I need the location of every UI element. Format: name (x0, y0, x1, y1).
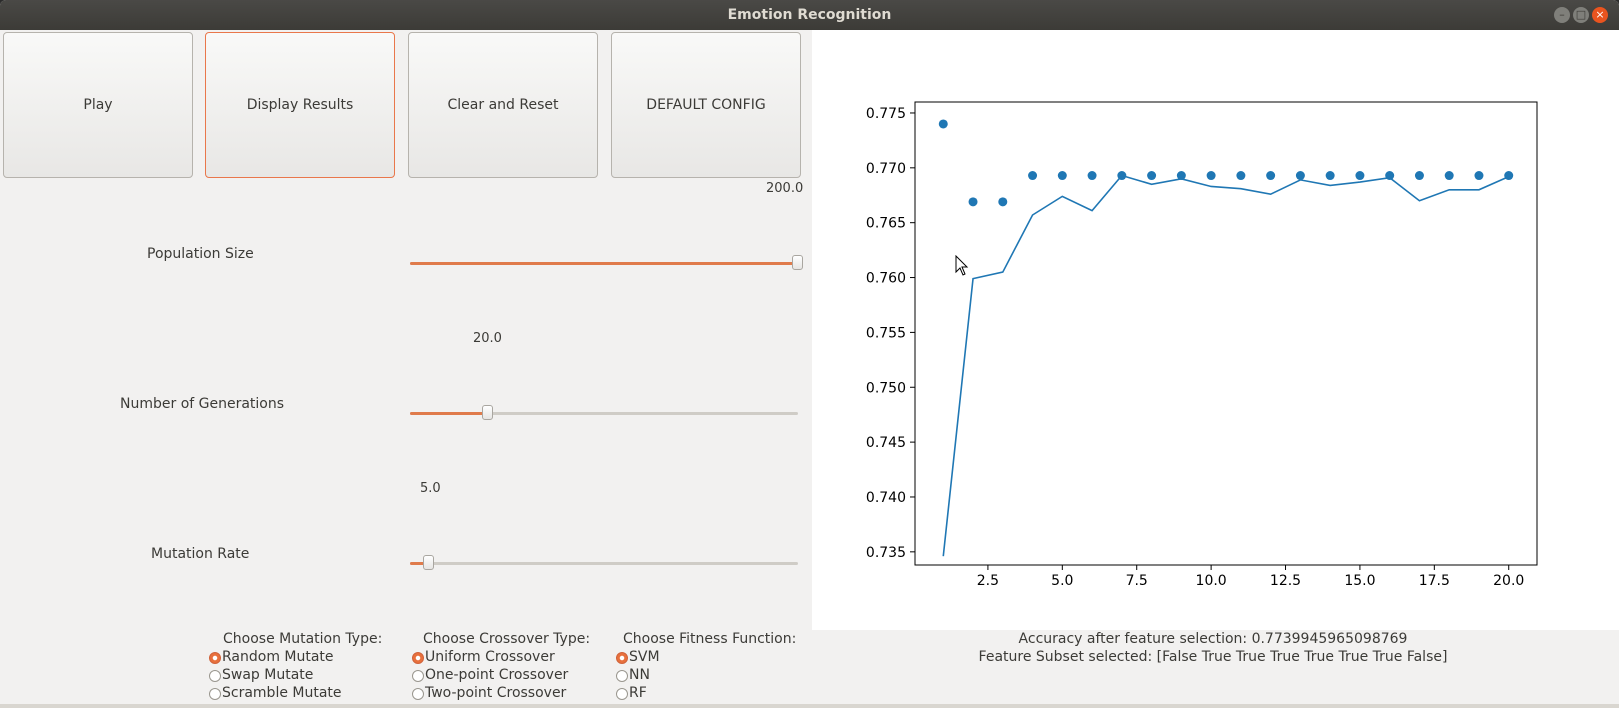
radio-label: NN (629, 667, 650, 683)
mutation-type-title: Choose Mutation Type: (223, 631, 383, 647)
best-accuracy-point (1176, 171, 1186, 181)
slider-handle[interactable] (423, 555, 435, 570)
slider-fill (410, 412, 488, 415)
minimize-button[interactable]: – (1554, 7, 1570, 23)
accuracy-chart: 2.5 5.0 7.5 10.0 12.5 15.0 17.5 20.0 0.735 0.740 0… (866, 101, 1538, 589)
default-config-button[interactable]: DEFAULT CONFIG (611, 32, 801, 178)
radio-unchecked-icon[interactable] (209, 688, 221, 700)
y-tick-label: 0.755 (866, 325, 906, 341)
maximize-icon: □ (1575, 8, 1587, 21)
radio-label: SVM (629, 649, 660, 665)
slider-handle[interactable] (792, 255, 803, 270)
radio-checked-icon[interactable] (616, 652, 628, 664)
mutation-rate-label: Mutation Rate (151, 546, 250, 562)
radio-unchecked-icon[interactable] (209, 670, 221, 682)
x-tick-label: 10.0 (1196, 573, 1227, 589)
radio-label: One-point Crossover (425, 667, 569, 683)
radio-label: Two-point Crossover (425, 685, 567, 701)
population-size-label: Population Size (147, 246, 254, 262)
radio-checked-icon[interactable] (209, 652, 221, 664)
accuracy-result: Accuracy after feature selection: 0.7739… (1018, 631, 1408, 647)
slider-track (410, 562, 798, 565)
radio-label: RF (629, 685, 647, 701)
x-tick-label: 20.0 (1493, 573, 1524, 589)
best-accuracy-point (968, 197, 978, 207)
generations-slider[interactable] (410, 403, 798, 423)
y-tick-label: 0.770 (866, 161, 906, 177)
radio-unchecked-icon[interactable] (412, 688, 424, 700)
best-accuracy-point (1474, 171, 1484, 181)
best-accuracy-point (938, 119, 948, 129)
y-tick-label: 0.735 (866, 545, 906, 561)
population-size-value: 200.0 (766, 181, 804, 196)
radio-unchecked-icon[interactable] (616, 688, 628, 700)
radio-label: Scramble Mutate (222, 685, 342, 701)
plot-area: 2.5 5.0 7.5 10.0 12.5 15.0 17.5 20.0 0.735 0.740 0… (812, 30, 1619, 630)
best-accuracy-point (1236, 171, 1246, 181)
fitness-function-title: Choose Fitness Function: (623, 631, 797, 647)
feature-subset-result: Feature Subset selected: [False True Tru… (978, 649, 1448, 665)
y-tick-label: 0.760 (866, 271, 906, 287)
y-tick-label: 0.775 (866, 106, 906, 122)
mutation-rate-slider[interactable] (410, 553, 798, 573)
x-tick-label: 5.0 (1051, 573, 1073, 589)
slider-track (410, 412, 798, 415)
mouse-cursor (955, 254, 969, 281)
window-title: Emotion Recognition (727, 7, 892, 23)
radio-unchecked-icon[interactable] (412, 670, 424, 682)
best-accuracy-point (1355, 171, 1365, 181)
play-button[interactable]: Play (3, 32, 193, 178)
x-tick-label: 12.5 (1270, 573, 1301, 589)
radio-unchecked-icon[interactable] (616, 670, 628, 682)
radio-checked-icon[interactable] (412, 652, 424, 664)
best-accuracy-point (998, 197, 1008, 207)
best-accuracy-point (1444, 171, 1454, 181)
generations-value: 20.0 (473, 331, 502, 346)
best-accuracy-point (1117, 171, 1127, 181)
radio-label: Uniform Crossover (425, 649, 555, 665)
best-accuracy-point (1266, 171, 1276, 181)
slider-fill (410, 262, 798, 265)
clear-reset-button[interactable]: Clear and Reset (408, 32, 598, 178)
best-accuracy-point (1057, 171, 1067, 181)
maximize-button[interactable]: □ (1573, 7, 1589, 23)
x-tick-label: 2.5 (977, 573, 999, 589)
plot-frame (914, 101, 1538, 566)
x-tick-label: 17.5 (1419, 573, 1450, 589)
best-accuracy-point (1295, 171, 1305, 181)
best-accuracy-point (1325, 171, 1335, 181)
generations-label: Number of Generations (120, 396, 285, 412)
mutation-rate-value: 5.0 (420, 481, 441, 496)
best-accuracy-point (1087, 171, 1097, 181)
best-accuracy-point (1385, 171, 1395, 181)
window-bottom-edge (0, 704, 1619, 708)
y-tick-label: 0.745 (866, 435, 906, 451)
close-icon: × (1595, 8, 1605, 21)
average-accuracy-line (942, 174, 1510, 557)
radio-label: Random Mutate (222, 649, 334, 665)
y-tick-label: 0.740 (866, 490, 906, 506)
best-accuracy-point (1414, 171, 1424, 181)
population-size-slider[interactable] (410, 253, 803, 273)
title-bar[interactable]: Emotion Recognition – □ × (0, 0, 1619, 30)
close-button[interactable]: × (1592, 7, 1608, 23)
y-tick-label: 0.750 (866, 380, 906, 396)
slider-fill (410, 562, 430, 565)
crossover-type-title: Choose Crossover Type: (423, 631, 591, 647)
y-tick-label: 0.765 (866, 216, 906, 232)
slider-handle[interactable] (481, 405, 493, 420)
best-accuracy-point (1206, 171, 1216, 181)
display-results-button[interactable]: Display Results (205, 32, 395, 178)
x-tick-label: 15.0 (1344, 573, 1375, 589)
radio-label: Swap Mutate (222, 667, 314, 683)
best-accuracy-point (1504, 171, 1514, 181)
x-tick-label: 7.5 (1126, 573, 1148, 589)
best-accuracy-point (1147, 171, 1157, 181)
minimize-icon: – (1559, 8, 1565, 21)
best-accuracy-point (1028, 171, 1038, 181)
